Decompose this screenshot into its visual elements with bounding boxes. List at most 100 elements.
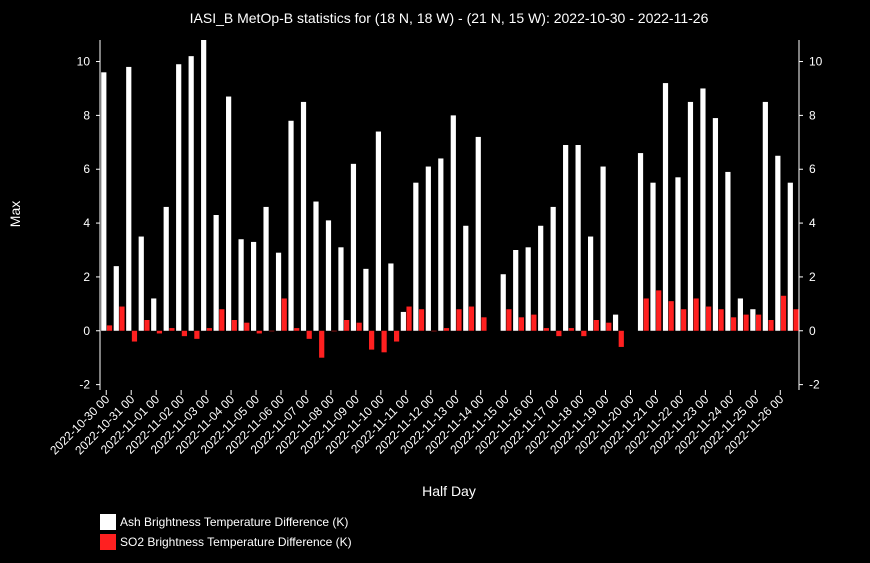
bar-ash-5: [163, 206, 169, 331]
bar-so2-41: [618, 330, 624, 347]
bar-ash-13: [263, 206, 269, 331]
y-tick-label-left: 2: [83, 270, 90, 284]
bar-ash-6: [176, 64, 182, 331]
bar-ash-19: [338, 247, 344, 331]
bar-so2-27: [443, 328, 450, 331]
bar-so2-32: [506, 309, 512, 331]
bar-ash-25: [413, 182, 419, 331]
bar-ash-37: [563, 145, 569, 331]
bar-ash-35: [538, 225, 544, 331]
bar-so2-17: [319, 330, 325, 358]
bar-so2-16: [306, 330, 312, 339]
bar-ash-43: [637, 153, 644, 331]
bar-so2-3: [144, 320, 150, 331]
bar-so2-40: [606, 322, 612, 331]
bar-ash-41: [612, 314, 619, 331]
bar-so2-34: [531, 314, 537, 331]
y-tick-label-right: 4: [809, 216, 816, 230]
bar-ash-39: [588, 236, 594, 331]
bar-so2-37: [568, 328, 574, 331]
bar-so2-8: [206, 328, 212, 331]
y-tick-label-left: 8: [83, 108, 90, 122]
bar-so2-49: [718, 309, 724, 331]
bar-so2-30: [481, 317, 487, 331]
bar-so2-38: [581, 330, 587, 337]
bar-so2-13: [269, 330, 275, 332]
y-axis-left: -2 0 2 4 6 8 10: [77, 40, 101, 392]
legend: Ash Brightness Temperature Difference (K…: [100, 512, 352, 552]
y-tick-label-right: 10: [809, 55, 823, 69]
y-tick-label-right: 6: [809, 162, 816, 176]
bar-ash-15: [288, 120, 294, 331]
bar-ash-28: [450, 115, 456, 331]
bar-so2-36: [556, 330, 562, 337]
y-axis-right: -2 0 2 4 6 8 10: [798, 40, 823, 392]
bar-so2-12: [256, 330, 262, 334]
bar-ash-51: [737, 298, 743, 331]
plot-area: [101, 40, 799, 358]
legend-label-so2: SO2 Brightness Temperature Difference (K…: [120, 535, 352, 549]
bar-so2-54: [780, 295, 787, 331]
bar-ash-0: [101, 72, 107, 331]
bar-ash-27: [438, 158, 444, 331]
bar-ash-36: [550, 206, 556, 331]
bar-ash-17: [313, 201, 319, 331]
bar-so2-9: [219, 309, 225, 331]
y-tick-label-right: 0: [809, 324, 816, 338]
x-axis-label: Half Day: [422, 483, 476, 499]
legend-label-ash: Ash Brightness Temperature Difference (K…: [120, 515, 349, 529]
bar-ash-32: [500, 274, 506, 331]
bar-so2-24: [406, 306, 412, 331]
bar-so2-23: [393, 330, 400, 342]
bar-so2-50: [731, 317, 737, 331]
bar-ash-44: [650, 182, 656, 331]
bar-ash-11: [238, 239, 244, 331]
y-tick-label-left: -2: [79, 378, 90, 392]
bar-ash-29: [463, 225, 469, 331]
legend-swatch-so2: [100, 534, 116, 550]
bar-ash-49: [712, 118, 719, 331]
y-tick-label-right: 8: [809, 108, 816, 122]
bar-so2-0: [106, 325, 113, 331]
bar-so2-19: [344, 320, 350, 331]
y-tick-label-left: 0: [83, 324, 90, 338]
bar-ash-8: [201, 40, 207, 331]
bar-ash-54: [775, 155, 781, 331]
bar-ash-18: [325, 220, 332, 331]
bar-so2-18: [331, 330, 337, 332]
y-axis-label: Max: [7, 201, 23, 227]
bar-ash-3: [138, 236, 144, 331]
bar-so2-29: [468, 306, 475, 331]
bar-so2-7: [194, 330, 200, 339]
bar-ash-20: [350, 163, 357, 331]
bar-so2-52: [755, 314, 762, 331]
bar-ash-9: [213, 215, 219, 331]
bar-ash-52: [750, 309, 756, 331]
bar-ash-23: [388, 263, 394, 331]
bar-so2-6: [181, 330, 187, 337]
y-tick-label-right: 2: [809, 270, 816, 284]
chart-title: IASI_B MetOp-B statistics for (18 N, 18 …: [190, 10, 709, 26]
bar-so2-44: [656, 290, 662, 331]
bar-ash-38: [575, 145, 581, 331]
bar-so2-22: [381, 330, 387, 353]
y-tick-label-right: -2: [809, 378, 820, 392]
bar-ash-50: [725, 171, 731, 331]
bar-ash-14: [275, 252, 282, 331]
y-tick-label-left: 10: [77, 55, 91, 69]
bar-ash-12: [250, 241, 257, 331]
bar-so2-35: [543, 328, 549, 331]
bar-so2-26: [431, 330, 437, 332]
bar-ash-30: [475, 136, 481, 331]
bar-ash-53: [762, 101, 768, 331]
bar-so2-2: [131, 330, 138, 342]
y-tick-label-left: 6: [83, 162, 90, 176]
bar-ash-34: [525, 247, 531, 331]
bar-ash-26: [425, 166, 431, 331]
bar-so2-47: [693, 298, 699, 331]
bar-ash-2: [126, 66, 132, 331]
bar-so2-1: [119, 306, 125, 331]
bar-ash-24: [400, 311, 406, 331]
